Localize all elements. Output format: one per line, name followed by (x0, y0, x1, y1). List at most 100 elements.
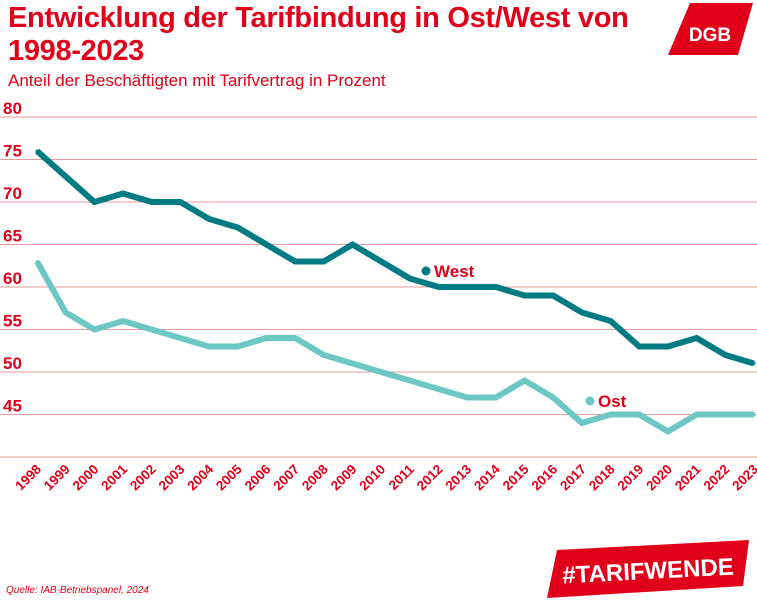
x-tick-2023: 2023 (729, 461, 757, 493)
x-tick-1998: 1998 (12, 461, 44, 493)
data-point-ost-2019 (637, 413, 641, 416)
data-point-ost-2001 (121, 319, 125, 323)
data-point-ost-2011 (408, 379, 412, 382)
y-tick-75: 75 (3, 142, 22, 161)
x-tick-2016: 2016 (529, 461, 561, 493)
data-point-west-2005 (236, 226, 240, 229)
series-west (35, 148, 756, 367)
logo-text: DGB (689, 25, 731, 46)
x-tick-2015: 2015 (500, 461, 532, 493)
gridlines (0, 116, 757, 458)
x-axis-ticks: 1998199920002001200220032004200520062007… (12, 461, 757, 493)
data-point-west-2017 (580, 311, 584, 314)
data-point-west-2013 (465, 285, 469, 289)
data-point-west-2006 (264, 243, 268, 246)
series-ost (34, 260, 756, 435)
data-point-ost-2008 (322, 353, 326, 357)
y-tick-60: 60 (3, 269, 22, 288)
x-tick-2014: 2014 (471, 461, 503, 493)
data-point-ost-2015 (523, 379, 527, 382)
y-tick-45: 45 (3, 397, 22, 416)
data-point-ost-2020 (666, 430, 670, 433)
data-point-ost-2018 (609, 413, 613, 416)
legend-label-ost: Ost (598, 392, 627, 411)
data-point-west-2003 (178, 200, 182, 204)
legend-marker-ost (585, 396, 595, 406)
x-tick-2008: 2008 (299, 461, 331, 493)
legend-west: West (421, 262, 475, 281)
data-point-ost-2006 (264, 336, 268, 340)
tarifwende-badge: #TARIFWENDE (547, 540, 749, 598)
x-tick-1999: 1999 (41, 462, 73, 494)
y-tick-50: 50 (3, 354, 22, 373)
data-point-ost-2002 (150, 328, 154, 331)
data-point-ost-2010 (379, 370, 383, 374)
data-point-ost-2014 (494, 396, 498, 399)
data-point-ost-1999 (64, 311, 68, 314)
x-tick-2022: 2022 (701, 462, 733, 494)
x-tick-2018: 2018 (586, 461, 618, 493)
data-point-ost-1998 (35, 260, 39, 263)
data-point-west-2016 (551, 294, 555, 297)
data-point-west-2007 (293, 260, 297, 263)
data-point-west-2012 (437, 285, 441, 289)
x-tick-2000: 2000 (70, 462, 102, 494)
data-point-ost-2013 (465, 396, 469, 399)
data-point-west-2008 (322, 260, 326, 263)
x-tick-2007: 2007 (270, 462, 302, 494)
data-point-west-2000 (92, 200, 96, 204)
data-point-ost-2004 (207, 345, 211, 348)
x-tick-2011: 2011 (386, 461, 418, 493)
legend-ost: Ost (585, 392, 627, 411)
x-tick-2006: 2006 (242, 461, 274, 493)
y-tick-70: 70 (3, 184, 22, 203)
data-point-west-2009 (350, 243, 354, 246)
dgb-logo: DGB (668, 3, 753, 55)
data-point-west-2019 (637, 345, 641, 348)
legend-label-west: West (434, 262, 475, 281)
data-point-ost-2022 (723, 413, 727, 416)
x-tick-2012: 2012 (414, 462, 446, 494)
x-tick-2005: 2005 (213, 461, 245, 493)
x-tick-2002: 2002 (127, 462, 159, 494)
legend-marker-west (421, 266, 431, 276)
data-point-west-2020 (666, 345, 670, 348)
data-point-west-2014 (494, 285, 498, 289)
data-point-ost-2017 (580, 421, 584, 425)
data-point-west-2004 (207, 217, 211, 221)
data-point-west-2010 (379, 260, 383, 263)
data-point-west-2022 (723, 353, 727, 357)
x-tick-2017: 2017 (557, 462, 589, 494)
x-tick-2009: 2009 (328, 462, 360, 494)
x-tick-2020: 2020 (643, 462, 675, 494)
y-tick-65: 65 (3, 227, 22, 246)
x-tick-2013: 2013 (442, 461, 474, 493)
series-line-west (35, 148, 755, 367)
x-tick-2019: 2019 (615, 462, 647, 494)
x-tick-2021: 2021 (672, 461, 704, 493)
data-point-west-2011 (408, 277, 412, 280)
series-line-ost (34, 260, 754, 435)
data-point-west-2001 (121, 192, 125, 195)
data-point-ost-2000 (92, 328, 96, 331)
y-axis-ticks: 45 50 55 60 65 70 75 80 (3, 99, 22, 416)
chart-subtitle: Anteil der Beschäftigten mit Tarifvertra… (8, 71, 386, 90)
source-note: Quelle: IAB-Betriebspanel, 2024 (6, 585, 149, 596)
x-tick-2001: 2001 (98, 461, 130, 493)
data-point-ost-2016 (551, 396, 555, 399)
data-point-ost-2023 (752, 413, 756, 416)
data-point-west-1998 (35, 149, 39, 153)
y-tick-55: 55 (3, 312, 22, 331)
x-tick-2010: 2010 (356, 462, 388, 494)
data-point-west-2015 (523, 294, 527, 297)
data-point-west-2018 (609, 319, 613, 323)
data-point-ost-2012 (437, 387, 441, 391)
data-point-ost-2009 (350, 362, 354, 365)
data-point-west-1999 (64, 175, 68, 178)
data-point-west-2002 (150, 200, 154, 204)
data-point-west-2023 (752, 362, 756, 365)
x-tick-2004: 2004 (184, 461, 216, 493)
data-point-ost-2021 (695, 413, 699, 416)
chart-title: Entwicklung der Tarifbindung in Ost/West… (8, 2, 629, 67)
